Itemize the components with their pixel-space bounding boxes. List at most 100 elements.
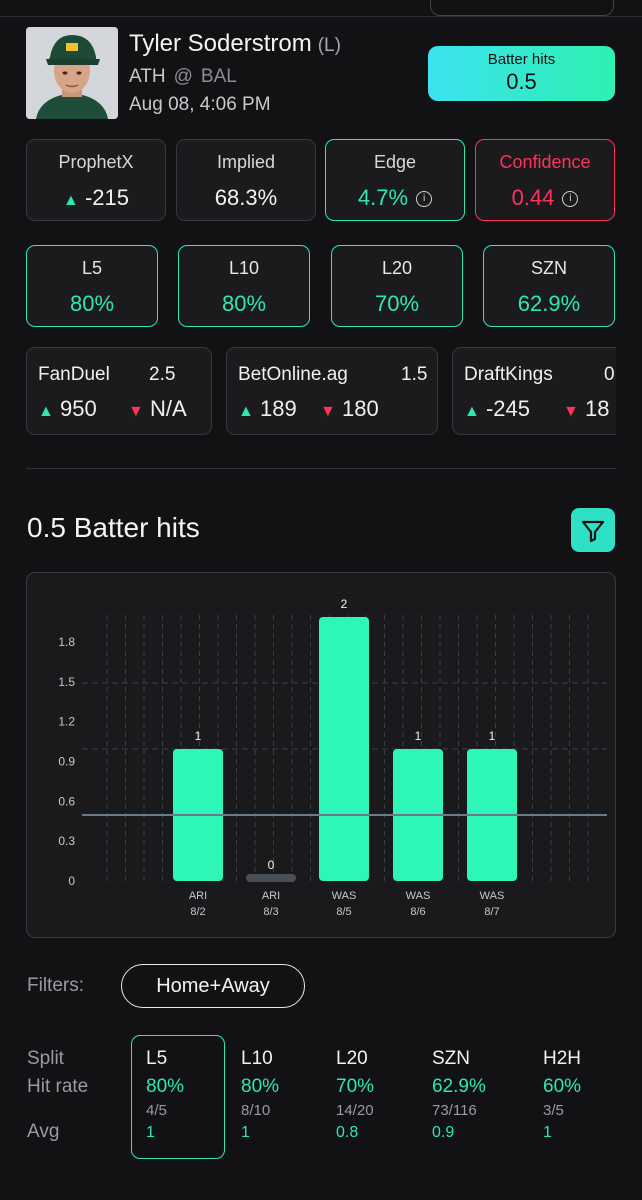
confidence-value: 0.44 i [476, 185, 614, 211]
hit-rate-l5[interactable]: L5 80% [26, 245, 158, 327]
book-card-betonline[interactable]: BetOnline.ag 1.5 ▲ 189 ▼ 180 [226, 347, 438, 435]
at-symbol: @ [173, 66, 193, 87]
bar [319, 617, 369, 881]
x-tick-opponent: ARI [189, 890, 207, 902]
split-column-l20[interactable]: L20 70% 14/20 0.8 [336, 1048, 374, 1142]
x-tick-date: 8/2 [190, 906, 205, 918]
implied-value: 68.3% [214, 185, 278, 210]
split-name: L10 [241, 1048, 273, 1069]
market-pill[interactable]: Batter hits 0.5 [428, 46, 615, 101]
triangle-up-icon: ▲ [464, 403, 480, 420]
x-tick-opponent: WAS [332, 890, 357, 902]
player-name-text: Tyler Soderstrom [129, 30, 312, 57]
split-name: L20 [336, 1048, 368, 1069]
bar-value-label: 0 [268, 858, 275, 872]
hit-rate-value: 80% [69, 291, 115, 316]
split-avg: 1 [543, 1124, 552, 1141]
over-odds: 189 [259, 396, 297, 421]
y-tick-label: 1.5 [58, 675, 75, 689]
triangle-down-icon: ▼ [320, 403, 336, 420]
split-rate: 62.9% [432, 1076, 486, 1097]
info-icon[interactable]: i [562, 191, 579, 208]
edge-label: Edge [373, 152, 417, 172]
filters-label: Filters: [27, 975, 84, 996]
under-odds: N/A [149, 396, 187, 421]
game-time: Aug 08, 4:06 PM [129, 94, 271, 115]
implied-label: Implied [216, 152, 276, 172]
x-tick-opponent: WAS [406, 890, 431, 902]
filter-icon [581, 520, 605, 543]
book-card-fanduel[interactable]: FanDuel 2.5 ▲ 950 ▼ N/A [26, 347, 212, 435]
home-away-filter[interactable]: Home+Away [121, 964, 305, 1008]
split-rate: 60% [543, 1076, 582, 1097]
book-over: ▲ -245 [464, 396, 530, 422]
book-under: ▼ 18 [563, 396, 609, 422]
split-avg: 0.8 [336, 1124, 359, 1141]
split-fraction: 73/116 [432, 1102, 477, 1119]
split-column-szn[interactable]: SZN 62.9% 73/116 0.9 [432, 1048, 486, 1142]
bar-value-label: 2 [341, 597, 348, 611]
x-tick-date: 8/5 [336, 906, 351, 918]
split-row-label: Split [27, 1048, 64, 1069]
hit-rate-szn[interactable]: SZN 62.9% [483, 245, 615, 327]
split-column-h2h[interactable]: H2H 60% 3/5 1 [543, 1048, 581, 1142]
x-tick-opponent: WAS [480, 890, 505, 902]
avg-row-label: Avg [27, 1121, 60, 1142]
book-name: BetOnline.ag [238, 364, 348, 385]
book-card-draftkings[interactable]: DraftKings 0 ▲ -245 ▼ 18 [452, 347, 616, 435]
book-under: ▼ 180 [320, 396, 379, 422]
over-odds: 950 [59, 396, 97, 421]
sportsbook-carousel[interactable]: FanDuel 2.5 ▲ 950 ▼ N/A BetOnline.ag 1.5… [26, 347, 616, 437]
over-odds: -245 [485, 396, 531, 421]
book-name: DraftKings [464, 364, 553, 385]
split-rate: 70% [336, 1076, 375, 1097]
hit-rate-value: 70% [374, 291, 420, 316]
split-column-l5[interactable]: L5 80% 4/5 1 [146, 1048, 184, 1142]
book-over: ▲ 950 [38, 396, 97, 422]
hit-rate-row-label: Hit rate [27, 1076, 89, 1097]
hit-rate-value: 80% [221, 291, 267, 316]
hits-chart: 1.8 1.5 1.2 0.9 0.6 0.3 0 1 ARI 8/2 0 ARI 8/3 2 WAS 8/5… [26, 572, 616, 938]
y-tick-label: 0.6 [58, 794, 75, 808]
split-fraction: 3/5 [543, 1102, 564, 1119]
prophetx-label: ProphetX [58, 152, 134, 172]
hit-rate-l10[interactable]: L10 80% [178, 245, 310, 327]
top-bar [0, 0, 642, 17]
triangle-down-icon: ▼ [563, 403, 579, 420]
hit-rate-label: SZN [531, 258, 567, 278]
split-avg: 0.9 [432, 1124, 455, 1141]
top-pill[interactable] [430, 0, 614, 16]
y-tick-label: 1.8 [58, 635, 75, 649]
split-rate: 80% [146, 1076, 185, 1097]
under-odds: 180 [341, 396, 379, 421]
book-line: 1.5 [401, 364, 428, 385]
y-tick-label: 0 [68, 874, 75, 888]
market-label: Batter hits [487, 51, 556, 68]
split-column-l10[interactable]: L10 80% 8/10 1 [241, 1048, 279, 1142]
bar-value-label: 1 [415, 729, 422, 743]
bar-value-label: 1 [489, 729, 496, 743]
player-name: Tyler Soderstrom (L) [129, 30, 341, 58]
confidence-card: Confidence 0.44 i [475, 139, 615, 221]
bar [246, 874, 296, 882]
y-tick-label: 0.9 [58, 755, 75, 769]
split-name: L5 [146, 1048, 168, 1069]
triangle-up-icon: ▲ [238, 403, 254, 420]
split-fraction: 14/20 [336, 1102, 374, 1119]
bar-value-label: 1 [195, 729, 202, 743]
filter-button[interactable] [571, 508, 615, 552]
info-icon[interactable]: i [416, 191, 433, 208]
selected-split-highlight [131, 1035, 225, 1159]
x-tick-date: 8/7 [484, 906, 499, 918]
confidence-number: 0.44 [511, 185, 555, 210]
x-tick-opponent: ARI [262, 890, 280, 902]
prophetx-odds: -215 [84, 185, 129, 210]
x-tick-date: 8/3 [263, 906, 278, 918]
split-name: SZN [432, 1048, 470, 1069]
hits-chart-svg: 1.8 1.5 1.2 0.9 0.6 0.3 0 1 ARI 8/2 0 ARI 8/3 2 WAS 8/5… [58, 597, 607, 918]
split-fraction: 4/5 [146, 1102, 167, 1119]
hit-rate-l20[interactable]: L20 70% [331, 245, 463, 327]
prophetx-card: ProphetX ▲ -215 [26, 139, 166, 221]
book-line: 0 [604, 364, 615, 385]
split-fraction: 8/10 [241, 1102, 271, 1119]
